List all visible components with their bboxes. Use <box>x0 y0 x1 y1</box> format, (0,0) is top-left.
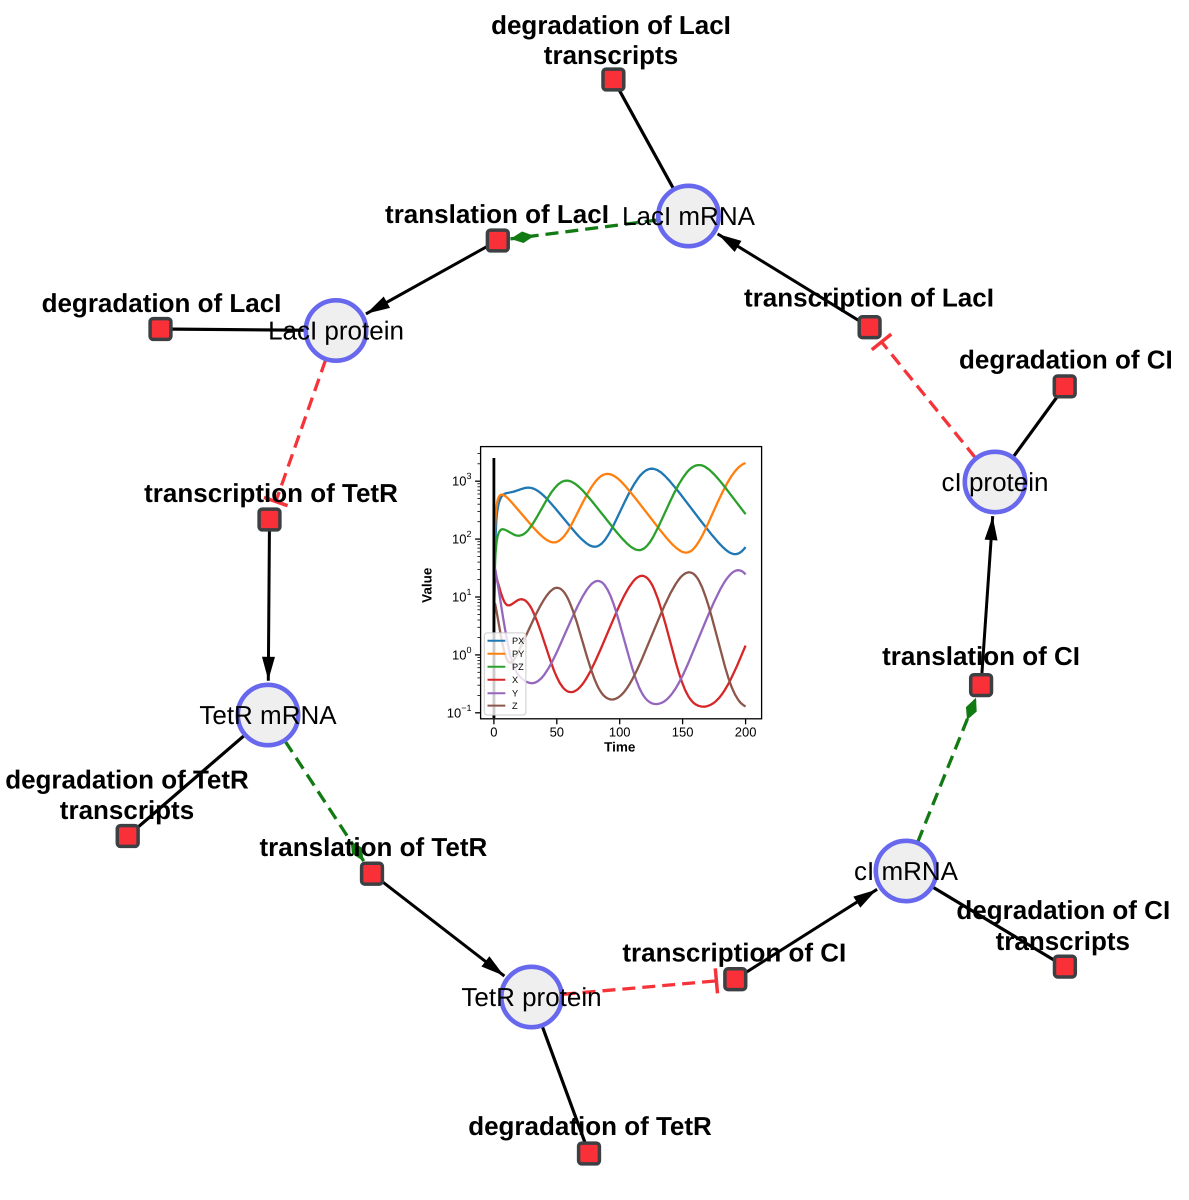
svg-text:transcripts: transcripts <box>60 795 194 825</box>
svg-text:50: 50 <box>550 725 564 740</box>
svg-text:Time: Time <box>604 740 636 755</box>
svg-text:transcription of LacI: transcription of LacI <box>744 283 994 313</box>
svg-text:cI protein: cI protein <box>942 467 1049 497</box>
svg-text:translation of TetR: translation of TetR <box>260 832 488 862</box>
svg-text:TetR mRNA: TetR mRNA <box>199 700 337 730</box>
svg-text:102: 102 <box>452 529 471 547</box>
svg-text:200: 200 <box>735 725 757 740</box>
svg-text:degradation of CI: degradation of CI <box>959 345 1173 375</box>
svg-text:LacI mRNA: LacI mRNA <box>622 201 756 231</box>
svg-text:100: 100 <box>452 645 471 663</box>
svg-text:Value: Value <box>419 567 434 603</box>
svg-text:TetR protein: TetR protein <box>461 982 601 1012</box>
svg-text:Y: Y <box>512 689 518 699</box>
svg-text:translation of CI: translation of CI <box>882 641 1080 671</box>
svg-text:X: X <box>512 675 518 685</box>
svg-text:LacI protein: LacI protein <box>268 316 404 346</box>
svg-text:transcription of TetR: transcription of TetR <box>144 478 398 508</box>
svg-text:0: 0 <box>490 725 497 740</box>
svg-text:PX: PX <box>512 636 524 646</box>
svg-text:150: 150 <box>672 725 694 740</box>
svg-text:translation of LacI: translation of LacI <box>385 199 609 229</box>
svg-text:degradation of LacI: degradation of LacI <box>42 288 282 318</box>
svg-text:transcription of CI: transcription of CI <box>622 937 846 967</box>
svg-text:PY: PY <box>512 649 524 659</box>
svg-text:degradation of TetR: degradation of TetR <box>468 1111 712 1141</box>
svg-text:transcripts: transcripts <box>996 926 1130 956</box>
svg-text:cI mRNA: cI mRNA <box>854 856 959 886</box>
svg-text:transcripts: transcripts <box>544 40 678 70</box>
svg-text:100: 100 <box>609 725 631 740</box>
svg-text:degradation of LacI: degradation of LacI <box>491 10 731 40</box>
svg-text:PZ: PZ <box>512 662 524 672</box>
svg-text:101: 101 <box>452 587 471 605</box>
svg-text:degradation of TetR: degradation of TetR <box>5 764 249 794</box>
svg-text:Z: Z <box>512 701 518 711</box>
svg-text:10−1: 10−1 <box>447 703 472 721</box>
svg-text:103: 103 <box>452 471 471 489</box>
svg-text:degradation of CI: degradation of CI <box>956 895 1170 925</box>
